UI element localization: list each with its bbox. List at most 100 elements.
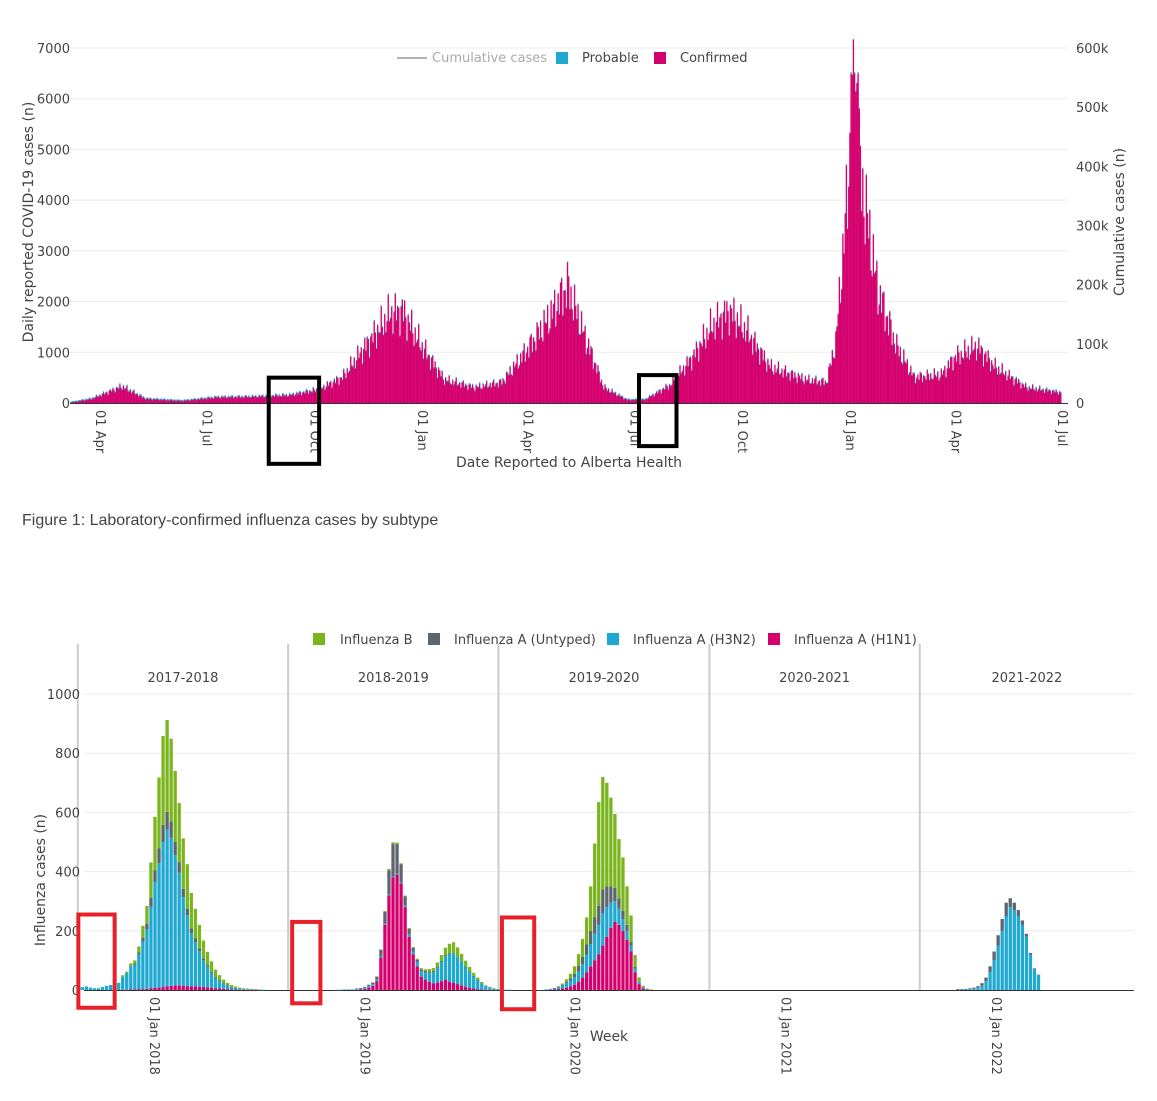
- chart1-confirmed-bar: [911, 375, 913, 403]
- chart1-probable-bar: [222, 396, 224, 398]
- chart1-confirmed-bar: [303, 392, 305, 403]
- chart1-probable-bar: [405, 316, 407, 318]
- chart1-confirmed-bar: [339, 377, 341, 403]
- chart1-probable-bar: [835, 330, 837, 332]
- chart1-probable-bar: [1003, 374, 1006, 376]
- chart1-probable-bar: [171, 399, 174, 401]
- chart1-confirmed-bar: [721, 339, 723, 403]
- chart1-confirmed-bar: [407, 315, 409, 403]
- chart1-confirmed-bar: [355, 360, 358, 403]
- chart1-probable-bar: [766, 371, 768, 373]
- chart2-bar-influenza-a-h3n2-: [185, 915, 189, 987]
- chart1-confirmed-bar: [646, 399, 648, 403]
- chart1-probable-bar: [624, 397, 626, 399]
- chart1-confirmed-bar: [84, 400, 86, 403]
- chart1-probable-bar: [870, 270, 872, 272]
- chart1-confirmed-bar: [889, 311, 891, 403]
- chart1-confirmed-bar: [395, 321, 398, 403]
- chart1-probable-bar: [1020, 388, 1022, 390]
- chart1-confirmed-bar: [498, 380, 501, 403]
- chart1-confirmed-bar: [273, 397, 276, 403]
- chart1-legend[interactable]: Cumulative cases Probable Confirmed: [397, 51, 748, 66]
- chart1-confirmed-bar: [313, 390, 316, 403]
- chart1-probable-bar: [439, 369, 441, 371]
- chart1-probable-bar: [412, 332, 414, 334]
- chart1-confirmed-bar: [927, 374, 930, 403]
- chart1-confirmed-bar: [844, 213, 846, 403]
- chart1-confirmed-bar: [122, 385, 125, 403]
- chart1-confirmed-bar: [971, 336, 973, 403]
- chart2-bar-influenza-a-untyped-: [613, 887, 617, 902]
- chart1-probable-bar: [217, 395, 220, 397]
- chart1-probable-bar: [157, 399, 160, 401]
- chart1-confirmed-bar: [666, 386, 668, 403]
- chart1-confirmed-bar: [993, 369, 995, 403]
- chart1-probable-bar: [523, 342, 525, 344]
- chart2-legend[interactable]: Influenza B Influenza A (Untyped) Influe…: [313, 633, 917, 648]
- chart2-bar-influenza-b: [395, 842, 399, 845]
- chart1-probable-bar: [77, 400, 79, 402]
- chart1-confirmed-bar: [444, 377, 447, 403]
- chart2-bar-influenza-b: [585, 917, 589, 945]
- chart1-probable-bar: [265, 394, 268, 396]
- chart1-probable-bar: [107, 394, 109, 396]
- chart1-confirmed-bar: [529, 337, 531, 403]
- chart1-probable-bar: [270, 396, 272, 398]
- chart1-probable-bar: [111, 391, 113, 393]
- chart1-confirmed-bar: [658, 390, 660, 403]
- chart1-confirmed-bar: [932, 379, 934, 403]
- chart2-bar-influenza-a-h1n1-: [419, 976, 423, 990]
- chart1-probable-bar: [365, 350, 367, 352]
- chart2-bar-influenza-a-h3n2-: [992, 960, 996, 990]
- chart1-probable-bar: [613, 392, 616, 394]
- chart1-probable-bar: [796, 382, 798, 384]
- chart1-confirmed-bar: [459, 382, 461, 403]
- chart1-confirmed-bar: [699, 341, 701, 403]
- chart2-bar-influenza-b: [641, 985, 645, 988]
- chart1-confirmed-bar: [362, 349, 365, 403]
- chart1-confirmed-bar: [856, 83, 858, 403]
- chart1-probable-bar: [972, 350, 974, 352]
- highlight-box: [266, 375, 322, 466]
- chart1-confirmed-bar: [141, 397, 143, 403]
- chart1-confirmed-bar: [999, 374, 1001, 403]
- chart2-bar-influenza-b: [197, 924, 202, 949]
- chart1-probable-bar: [754, 331, 756, 333]
- chart1-probable-bar: [306, 390, 309, 392]
- chart1-probable-bar: [910, 365, 912, 367]
- chart1-probable-bar: [385, 331, 387, 333]
- chart1-confirmed-bar: [516, 354, 518, 403]
- chart2-bar-influenza-a-h3n2-: [161, 842, 165, 988]
- chart2-bar-influenza-a-untyped-: [1000, 918, 1004, 931]
- chart2-bar-influenza-a-h3n2-: [395, 873, 399, 875]
- chart1-y2-axis-label: Cumulative cases (n): [1112, 148, 1128, 296]
- chart2-bar-influenza-a-untyped-: [173, 842, 177, 856]
- chart1-probable-bar: [537, 326, 539, 328]
- chart1-probable-bar: [209, 397, 211, 399]
- chart1-probable-bar: [314, 391, 317, 393]
- chart1-confirmed-bar: [484, 385, 487, 403]
- chart2-bar-influenza-a-h3n2-: [580, 964, 585, 978]
- chart1-probable-bar: [72, 401, 74, 403]
- chart1-confirmed-bar: [212, 398, 215, 403]
- chart1-confirmed-bar: [1056, 392, 1058, 403]
- chart1-probable-bar: [541, 336, 543, 338]
- chart1-confirmed-bar: [460, 388, 462, 403]
- chart1-probable-bar: [680, 372, 682, 374]
- chart1-confirmed-bar: [350, 356, 352, 403]
- chart1-confirmed-bar: [689, 357, 692, 403]
- chart1-confirmed-bar: [312, 387, 314, 403]
- chart1-confirmed-bar: [890, 320, 892, 403]
- chart1-confirmed-bar: [995, 368, 998, 403]
- chart1-probable-bar: [716, 301, 719, 303]
- chart1-probable-bar: [687, 365, 689, 367]
- chart2-bar-influenza-a-untyped-: [201, 958, 206, 961]
- chart1-confirmed-bar: [293, 396, 296, 403]
- chart1-confirmed-bar: [1019, 382, 1021, 403]
- chart1-probable-bar: [220, 397, 222, 399]
- chart1-confirmed-bar: [168, 400, 170, 403]
- chart1-probable-bar: [836, 326, 838, 328]
- chart2-bar-influenza-a-h1n1-: [246, 989, 250, 991]
- chart1-probable-bar: [648, 394, 651, 396]
- chart1-probable-bar: [646, 398, 648, 400]
